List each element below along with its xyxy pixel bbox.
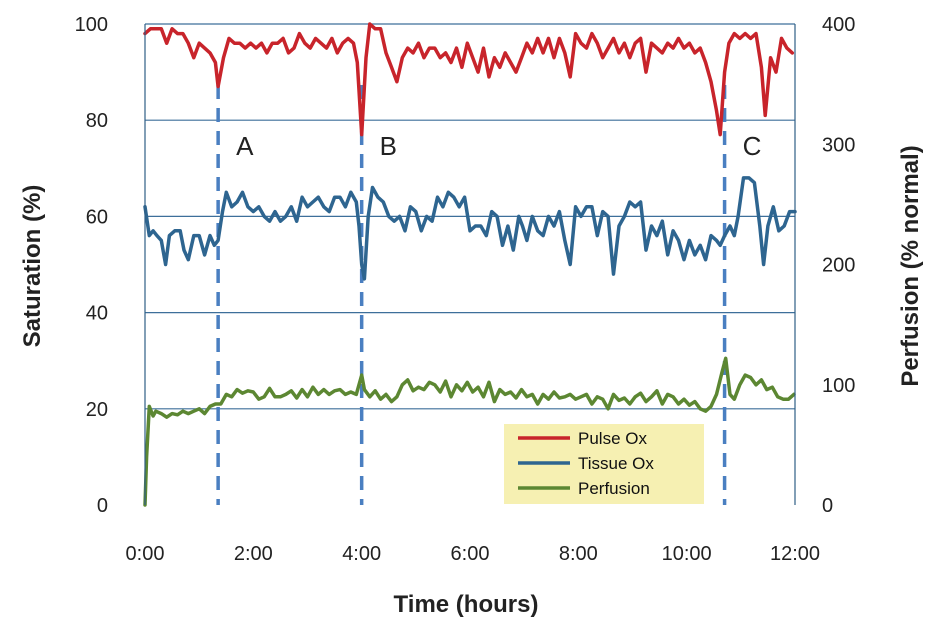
event-marker-label: A: [236, 131, 254, 161]
x-tick-label: 10:00: [662, 543, 712, 565]
y-tick-label-left: 100: [75, 14, 108, 36]
y-tick-label-right: 300: [822, 134, 855, 156]
y-tick-label-left: 20: [86, 399, 108, 421]
event-marker-label: B: [380, 131, 397, 161]
x-tick-label: 12:00: [770, 543, 820, 565]
x-tick-label: 8:00: [559, 543, 598, 565]
y-tick-label-right: 200: [822, 255, 855, 277]
tick-labels: 0 20 40 60 80 100 0 100 200 300 400 0:00 2:00 4:00 6:0…: [75, 14, 856, 565]
x-tick-label: 0:00: [126, 543, 165, 565]
x-axis-title: Time (hours): [394, 591, 539, 618]
y-tick-label-right: 100: [822, 375, 855, 397]
x-tick-label: 6:00: [451, 543, 490, 565]
y-tick-label-right: 0: [822, 495, 833, 517]
y-axis-title-left: Saturation (%): [19, 185, 46, 348]
legend-label: Pulse Ox: [578, 429, 647, 448]
y-tick-label-right: 400: [822, 14, 855, 36]
series-line-tissue-ox: [143, 176, 797, 281]
series-line-perfusion: [143, 356, 796, 507]
series-line-pulse-ox: [143, 22, 795, 137]
axes: [144, 24, 796, 505]
y-tick-label-left: 40: [86, 303, 108, 325]
event-markers: A B C: [216, 85, 762, 505]
y-tick-label-left: 0: [97, 495, 108, 517]
y-axis-title-right: Perfusion (% normal): [897, 145, 924, 386]
x-tick-label: 2:00: [234, 543, 273, 565]
legend-label: Perfusion: [578, 479, 650, 498]
legend-label: Tissue Ox: [578, 454, 654, 473]
series-lines: [143, 22, 797, 507]
legend: Pulse Ox Tissue Ox Perfusion: [504, 424, 704, 504]
y-tick-label-left: 80: [86, 110, 108, 132]
y-tick-label-left: 60: [86, 206, 108, 228]
event-marker-label: C: [743, 131, 762, 161]
gridlines: [145, 23, 795, 410]
x-tick-label: 4:00: [342, 543, 381, 565]
